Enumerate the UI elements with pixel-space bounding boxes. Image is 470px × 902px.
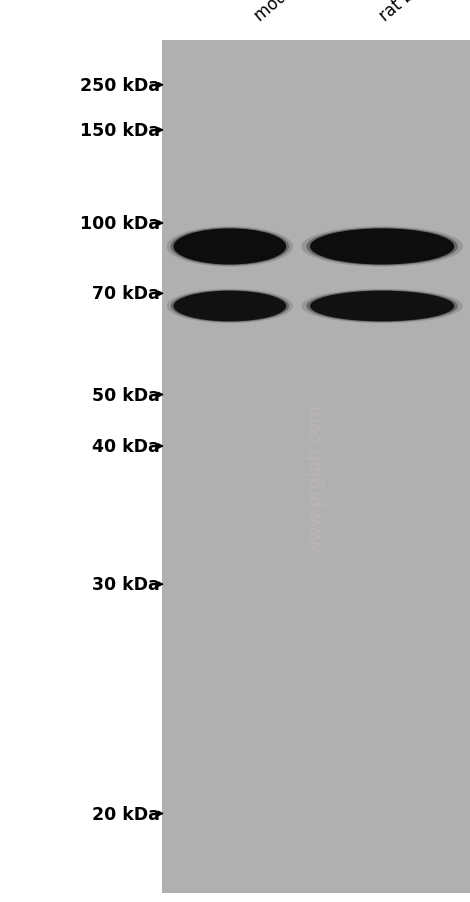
Text: rat brain: rat brain xyxy=(376,0,442,25)
Ellipse shape xyxy=(171,290,289,323)
Text: 50 kDa: 50 kDa xyxy=(92,386,160,404)
Ellipse shape xyxy=(310,229,454,265)
Text: 150 kDa: 150 kDa xyxy=(80,122,160,140)
Ellipse shape xyxy=(310,291,454,322)
Text: 250 kDa: 250 kDa xyxy=(80,77,160,95)
Text: 100 kDa: 100 kDa xyxy=(80,215,160,233)
Text: www.ptglab.com: www.ptglab.com xyxy=(306,403,324,553)
Text: 70 kDa: 70 kDa xyxy=(92,285,160,303)
Ellipse shape xyxy=(171,228,289,266)
Bar xyxy=(162,41,470,893)
Ellipse shape xyxy=(167,227,293,267)
Text: 30 kDa: 30 kDa xyxy=(92,575,160,594)
Ellipse shape xyxy=(301,227,463,267)
Ellipse shape xyxy=(167,290,293,324)
Ellipse shape xyxy=(306,290,458,323)
Ellipse shape xyxy=(173,291,286,322)
Text: 20 kDa: 20 kDa xyxy=(92,805,160,823)
Ellipse shape xyxy=(301,290,463,324)
Ellipse shape xyxy=(306,228,458,266)
Text: 40 kDa: 40 kDa xyxy=(92,437,160,456)
Text: mouse brain: mouse brain xyxy=(251,0,343,25)
Ellipse shape xyxy=(173,229,286,265)
